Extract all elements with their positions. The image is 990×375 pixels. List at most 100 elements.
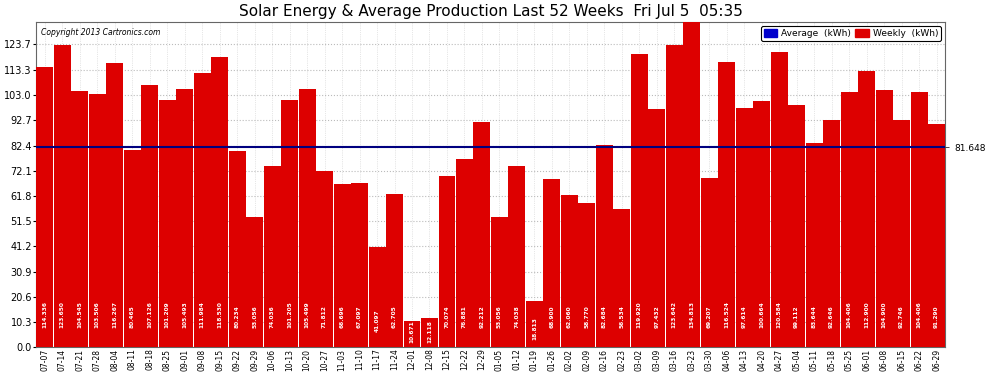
- Text: 97.432: 97.432: [654, 305, 659, 328]
- Bar: [596, 145, 613, 347]
- Bar: [421, 318, 438, 347]
- Bar: [841, 92, 857, 347]
- Text: 92.646: 92.646: [830, 305, 835, 328]
- Text: 80.234: 80.234: [235, 305, 240, 328]
- Text: 74.036: 74.036: [269, 305, 274, 328]
- Bar: [928, 124, 945, 347]
- Text: 53.056: 53.056: [252, 305, 257, 328]
- Bar: [351, 183, 368, 347]
- Text: 56.534: 56.534: [620, 305, 625, 328]
- Bar: [247, 217, 263, 347]
- Bar: [386, 194, 403, 347]
- Text: 116.267: 116.267: [112, 301, 117, 328]
- Bar: [806, 142, 823, 347]
- Text: 91.290: 91.290: [934, 305, 940, 328]
- Bar: [701, 178, 718, 347]
- Text: 104.900: 104.900: [882, 301, 887, 328]
- Text: Copyright 2013 Cartronics.com: Copyright 2013 Cartronics.com: [41, 28, 160, 37]
- Bar: [473, 122, 490, 347]
- Text: 67.097: 67.097: [357, 305, 362, 328]
- Text: 92.212: 92.212: [479, 305, 484, 328]
- Bar: [561, 195, 578, 347]
- Bar: [299, 89, 316, 347]
- Text: 118.530: 118.530: [217, 301, 222, 328]
- Bar: [263, 166, 280, 347]
- Text: 104.406: 104.406: [917, 301, 922, 328]
- Text: 62.705: 62.705: [392, 305, 397, 328]
- Text: 99.112: 99.112: [794, 305, 799, 328]
- Bar: [614, 209, 631, 347]
- Legend: Average  (kWh), Weekly  (kWh): Average (kWh), Weekly (kWh): [761, 26, 940, 40]
- Bar: [491, 217, 508, 347]
- Text: 83.644: 83.644: [812, 305, 817, 328]
- Text: 76.881: 76.881: [462, 305, 467, 328]
- Text: 112.900: 112.900: [864, 301, 869, 328]
- Bar: [439, 176, 455, 347]
- Text: 18.813: 18.813: [532, 317, 537, 340]
- Bar: [37, 68, 53, 347]
- Text: 114.336: 114.336: [43, 301, 48, 328]
- Bar: [648, 109, 665, 347]
- Bar: [509, 166, 526, 347]
- Text: 134.813: 134.813: [689, 301, 694, 328]
- Text: 123.650: 123.650: [59, 301, 64, 328]
- Bar: [771, 52, 788, 347]
- Bar: [71, 92, 88, 347]
- Title: Solar Energy & Average Production Last 52 Weeks  Fri Jul 5  05:35: Solar Energy & Average Production Last 5…: [239, 4, 742, 19]
- Bar: [544, 178, 560, 347]
- Bar: [106, 63, 123, 347]
- Bar: [53, 45, 71, 347]
- Text: 104.545: 104.545: [77, 301, 82, 328]
- Bar: [404, 321, 421, 347]
- Bar: [211, 57, 228, 347]
- Bar: [142, 85, 158, 347]
- Text: 97.614: 97.614: [742, 305, 746, 328]
- Text: 119.920: 119.920: [637, 301, 642, 328]
- Bar: [368, 247, 385, 347]
- Text: 41.097: 41.097: [374, 309, 379, 332]
- Bar: [229, 151, 246, 347]
- Text: 100.664: 100.664: [759, 301, 764, 328]
- Bar: [858, 71, 875, 347]
- Text: 105.493: 105.493: [182, 301, 187, 328]
- Text: 62.060: 62.060: [567, 305, 572, 328]
- Text: 105.499: 105.499: [305, 301, 310, 328]
- Bar: [683, 17, 700, 347]
- Text: 10.671: 10.671: [410, 321, 415, 343]
- Text: 82.684: 82.684: [602, 305, 607, 328]
- Bar: [788, 105, 805, 347]
- Text: 68.900: 68.900: [549, 305, 554, 328]
- Text: 92.746: 92.746: [899, 305, 904, 328]
- Bar: [89, 94, 106, 347]
- Text: 58.770: 58.770: [584, 305, 589, 328]
- Text: 71.812: 71.812: [322, 305, 327, 328]
- Text: 12.118: 12.118: [427, 320, 432, 343]
- Text: 107.126: 107.126: [148, 301, 152, 328]
- Text: 69.207: 69.207: [707, 305, 712, 328]
- Bar: [719, 62, 736, 347]
- Text: 120.584: 120.584: [777, 301, 782, 328]
- Text: 123.642: 123.642: [672, 301, 677, 328]
- Bar: [176, 89, 193, 347]
- Bar: [893, 120, 910, 347]
- Bar: [124, 150, 141, 347]
- Bar: [631, 54, 647, 347]
- Bar: [158, 99, 175, 347]
- Text: 74.038: 74.038: [515, 305, 520, 328]
- Bar: [281, 99, 298, 347]
- Bar: [334, 184, 350, 347]
- Text: 104.406: 104.406: [846, 301, 851, 328]
- Bar: [316, 171, 333, 347]
- Text: 70.074: 70.074: [445, 305, 449, 328]
- Bar: [666, 45, 683, 347]
- Bar: [736, 108, 752, 347]
- Text: 116.524: 116.524: [725, 301, 730, 328]
- Text: 103.506: 103.506: [95, 301, 100, 328]
- Text: 80.465: 80.465: [130, 305, 135, 328]
- Bar: [875, 90, 893, 347]
- Text: 66.696: 66.696: [340, 305, 345, 328]
- Bar: [456, 159, 473, 347]
- Bar: [194, 73, 211, 347]
- Text: 111.984: 111.984: [200, 301, 205, 328]
- Bar: [578, 203, 595, 347]
